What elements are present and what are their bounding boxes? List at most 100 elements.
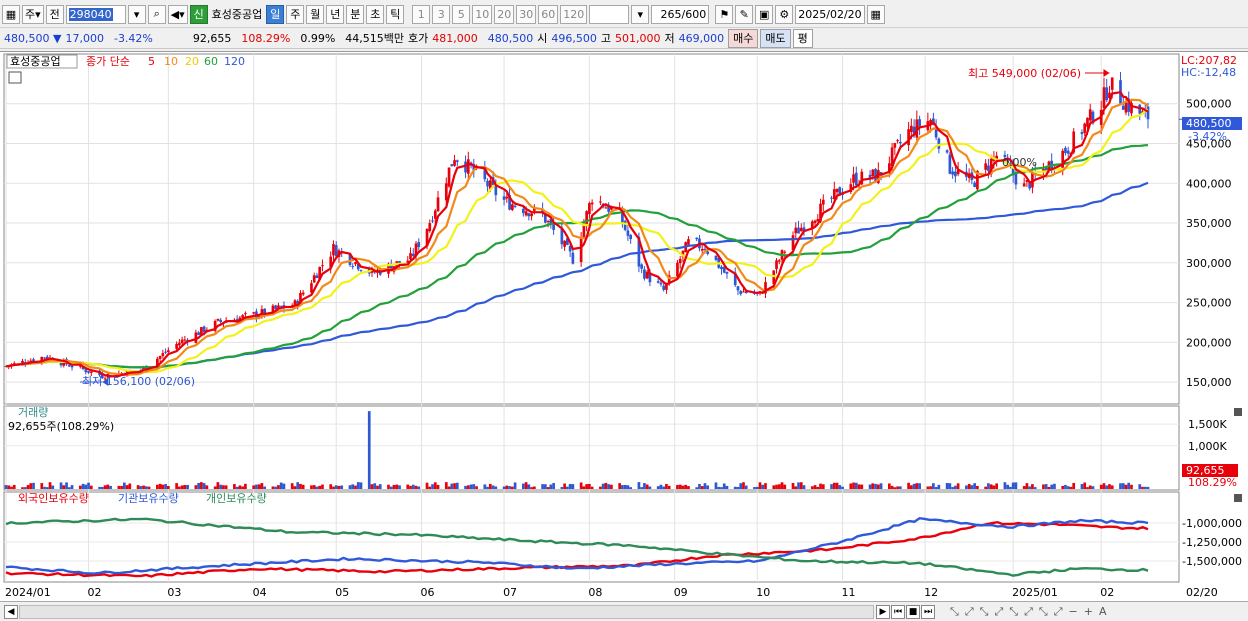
gear-icon[interactable]: ⚙ xyxy=(775,4,794,24)
candle-body xyxy=(571,252,575,264)
candle-body xyxy=(777,260,781,262)
legend-individual[interactable]: 개인보유수량 xyxy=(206,492,267,505)
volume-bar xyxy=(1124,484,1128,489)
tool-1-icon[interactable]: ⤡ xyxy=(950,604,959,618)
candle-body xyxy=(563,240,566,247)
chart-area[interactable]: 500,000 450,000 400,000 350,000 300,000 250,0… xyxy=(0,51,1248,603)
first-icon[interactable]: ⏮ xyxy=(891,604,905,619)
volume-bar xyxy=(665,483,668,489)
period-tab-1[interactable]: 주 xyxy=(286,4,305,24)
legend-ma120[interactable]: 120 xyxy=(224,55,245,68)
legend-ma-label[interactable]: 종가 단순 xyxy=(86,55,130,68)
candle-body xyxy=(610,207,613,210)
volume-bar xyxy=(527,484,531,489)
volume-close-icon[interactable] xyxy=(1234,408,1242,416)
date-tick-label: 02/20 xyxy=(1186,586,1218,599)
date-tick-label: 07 xyxy=(503,586,517,599)
interval-button-3[interactable]: 3 xyxy=(432,4,451,24)
candle-body xyxy=(643,269,646,279)
code-dropdown-icon[interactable]: ▾ xyxy=(127,4,146,24)
tool-4-icon[interactable]: ⤢ xyxy=(994,604,1004,618)
interval-button-10[interactable]: 10 xyxy=(472,4,493,24)
candle-body xyxy=(194,332,198,343)
volume-bar xyxy=(282,483,286,489)
zoom-in-icon[interactable]: + xyxy=(1083,604,1093,618)
prev-button[interactable]: 전 xyxy=(45,4,64,24)
save-icon[interactable]: ▣ xyxy=(755,4,774,24)
legend-foreign[interactable]: 외국인보유수량 xyxy=(18,492,89,505)
tool-8-icon[interactable]: ⤢ xyxy=(1053,604,1063,618)
legend-ma20[interactable]: 20 xyxy=(185,55,199,68)
ma5-line xyxy=(5,90,1149,378)
volume-title[interactable]: 거래량 xyxy=(18,406,48,419)
period-tab-0[interactable]: 일 xyxy=(266,4,285,24)
period-tab-5[interactable]: 초 xyxy=(366,4,385,24)
low-label: 저 xyxy=(664,32,675,45)
tool-3-icon[interactable]: ⤡ xyxy=(979,604,989,618)
current-price-tag xyxy=(1182,117,1242,130)
chart-svg[interactable]: 500,000 450,000 400,000 350,000 300,000 250,0… xyxy=(0,52,1248,602)
legend-institution[interactable]: 기관보유수량 xyxy=(118,492,179,505)
tool-6-icon[interactable]: ⤢ xyxy=(1024,604,1033,618)
draw-icon[interactable]: ✎ xyxy=(735,4,754,24)
volume-bar xyxy=(637,482,641,489)
holdings-line-2 xyxy=(5,517,1149,577)
candle-body xyxy=(464,161,467,173)
scroll-right-icon[interactable]: ▶ xyxy=(876,604,890,619)
legend-ma5[interactable]: 5 xyxy=(148,55,155,68)
zoom-out-icon[interactable]: − xyxy=(1068,604,1078,618)
sell-button[interactable]: 매도 xyxy=(760,28,791,48)
period-tab-3[interactable]: 년 xyxy=(326,4,345,24)
tool-7-icon[interactable]: ⤡ xyxy=(1038,604,1048,618)
calendar-icon[interactable]: ▦ xyxy=(866,4,885,24)
code-input[interactable]: 298040 xyxy=(65,4,126,24)
candle-body xyxy=(879,172,883,175)
volume-bar xyxy=(841,486,844,489)
period-tab-2[interactable]: 월 xyxy=(306,4,325,24)
interval-input[interactable] xyxy=(589,4,630,24)
period-tab-6[interactable]: 틱 xyxy=(386,4,405,24)
last-icon[interactable]: ⏭ xyxy=(921,604,935,619)
candle-body xyxy=(161,353,165,357)
holdings-close-icon[interactable] xyxy=(1234,494,1242,502)
interval-dropdown-icon[interactable]: ▾ xyxy=(631,4,650,24)
volume-bar xyxy=(436,484,440,489)
interval-button-20[interactable]: 20 xyxy=(494,4,515,24)
eval-button[interactable]: 평 xyxy=(792,28,813,48)
search-icon[interactable]: ⌕ xyxy=(147,4,166,24)
interval-button-60[interactable]: 60 xyxy=(538,4,559,24)
candle-body xyxy=(81,366,85,370)
interval-button-30[interactable]: 30 xyxy=(516,4,537,24)
legend-ma60[interactable]: 60 xyxy=(204,55,218,68)
scroll-track[interactable] xyxy=(19,604,874,619)
tool-5-icon[interactable]: ⤡ xyxy=(1009,604,1019,618)
count-input[interactable]: 265/600 xyxy=(651,4,710,24)
indicator-icon[interactable]: ⚑ xyxy=(715,4,734,24)
font-icon[interactable]: A xyxy=(1098,604,1107,618)
ask-label: 호가 xyxy=(408,32,429,45)
volume-bar xyxy=(623,484,627,489)
buy-button[interactable]: 매수 xyxy=(728,28,759,48)
candle-body xyxy=(260,309,264,316)
interval-button-1[interactable]: 1 xyxy=(412,4,431,24)
legend-ma10[interactable]: 10 xyxy=(164,55,178,68)
period-tab-4[interactable]: 분 xyxy=(346,4,365,24)
scroll-left-icon[interactable]: ◀ xyxy=(4,604,18,619)
volume-bar xyxy=(810,486,814,489)
market-select[interactable]: 주 ▾ xyxy=(22,4,44,24)
speaker-icon[interactable]: ◀▾ xyxy=(167,4,188,24)
volume-bar xyxy=(299,483,302,489)
volume-bar xyxy=(117,485,121,489)
tool-2-icon[interactable]: ⤢ xyxy=(964,604,974,618)
chart-menu-icon[interactable]: ▦ xyxy=(2,4,20,24)
volume-bar xyxy=(510,486,514,489)
shin-badge[interactable]: 신 xyxy=(189,4,208,24)
table-icon[interactable] xyxy=(8,71,22,84)
interval-button-5[interactable]: 5 xyxy=(452,4,471,24)
date-input[interactable]: 2025/02/20 xyxy=(795,4,865,24)
candle-body xyxy=(180,339,184,344)
interval-button-120[interactable]: 120 xyxy=(560,4,588,24)
legend-name[interactable]: 효성중공업 xyxy=(10,55,61,68)
stop-icon[interactable]: ■ xyxy=(906,604,920,619)
